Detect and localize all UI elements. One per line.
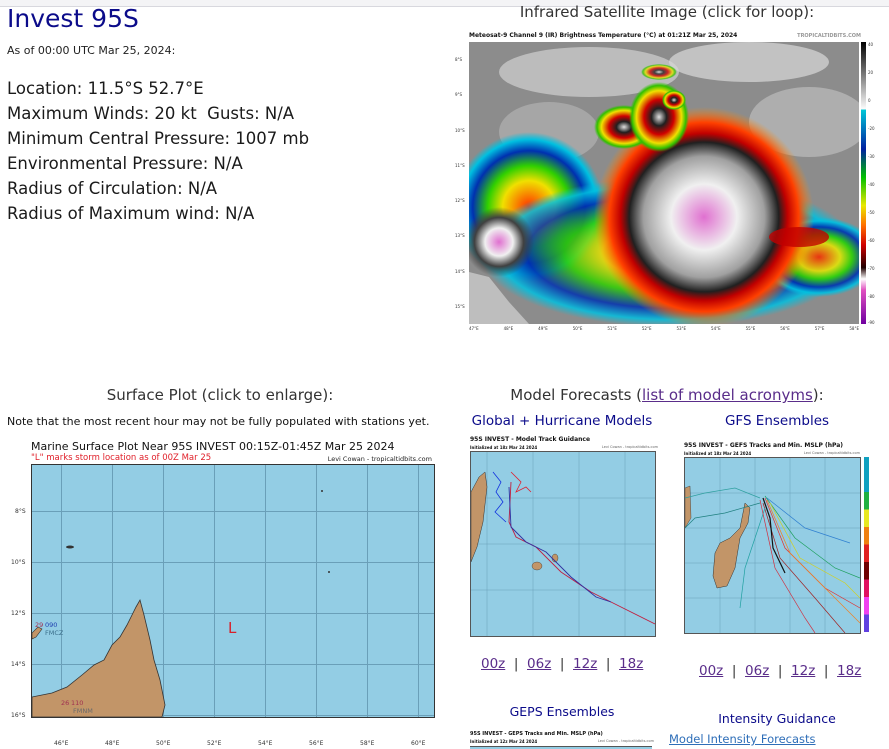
surface-heading: Surface Plot (click to enlarge): [106, 386, 334, 404]
radius-max-wind-text: Radius of Maximum wind: N/A [7, 204, 255, 223]
browser-top-edge [0, 0, 889, 7]
surface-note: Note that the most recent hour may not b… [7, 415, 430, 428]
location-text: Location: 11.5°S 52.7°E [7, 79, 204, 98]
gefs-18z-link[interactable]: 18z [837, 663, 862, 679]
model-intensity-forecasts-link[interactable]: Model Intensity Forecasts [669, 732, 816, 746]
as-of-timestamp: As of 00:00 UTC Mar 25, 2024: [7, 44, 176, 57]
max-winds-text: Maximum Winds: 20 kt Gusts: N/A [7, 104, 295, 123]
satellite-brand: TROPICALTIDBITS.COM [797, 33, 861, 39]
satellite-x-axis: 47°E 48°E 49°E 50°E 51°E 52°E 53°E 54°E 55°E 56°E… [469, 326, 859, 331]
model-forecasts-heading: Model Forecasts (list of model acronyms)… [510, 386, 824, 404]
geps-plot-link[interactable]: 95S INVEST - GEPS Tracks and Min. MSLP (… [470, 731, 656, 749]
intensity-guidance-heading: Intensity Guidance [718, 711, 836, 726]
satellite-colorbar-ticks: 40 20 0 -20 -30 -40 -50 -60 -70 -80 -90 [868, 42, 875, 325]
madagascar-landmass [32, 490, 330, 717]
satellite-caption: Meteosat-9 Channel 9 (IR) Brightness Tem… [469, 32, 738, 39]
station-fmcz-pressure: 090 [45, 621, 58, 629]
geps-ensembles-heading: GEPS Ensembles [509, 704, 615, 719]
gefs-cycle-links: 00z | 06z | 12z | 18z [699, 663, 862, 679]
gefs-00z-link[interactable]: 00z [699, 663, 724, 679]
global-06z-link[interactable]: 06z [527, 656, 552, 672]
global-model-map [470, 451, 656, 637]
gefs-12z-link[interactable]: 12z [791, 663, 816, 679]
satellite-colorbar [861, 42, 866, 324]
global-models-heading: Global + Hurricane Models [471, 413, 653, 429]
surface-map: L 29 090 FMCZ 26 110 FMNM [31, 464, 435, 718]
station-fmnm-pressure: 110 [71, 699, 84, 707]
gefs-colorbar [864, 457, 869, 632]
model-acronyms-link[interactable]: list of model acronyms [642, 386, 813, 404]
radius-circulation-text: Radius of Circulation: N/A [7, 179, 218, 198]
gfs-ensembles-heading: GFS Ensembles [724, 413, 830, 429]
satellite-heading: Infrared Satellite Image (click for loop… [519, 3, 815, 21]
surface-plot-subtitle: "L" marks storm location as of 00Z Mar 2… [31, 453, 212, 463]
global-18z-link[interactable]: 18z [619, 656, 644, 672]
global-12z-link[interactable]: 12z [573, 656, 598, 672]
storm-location-marker: L [228, 619, 237, 637]
station-fmnm-id: FMNM [73, 707, 93, 715]
page-title: Invest 95S [7, 4, 139, 33]
station-fmcz-id: FMCZ [45, 629, 64, 637]
global-model-plot-link[interactable]: 95S INVEST - Model Track Guidance Initia… [470, 436, 660, 642]
min-pressure-text: Minimum Central Pressure: 1007 mb [7, 129, 310, 148]
satellite-image [469, 42, 859, 324]
storm-info: Location: 11.5°S 52.7°E Maximum Winds: 2… [7, 76, 309, 226]
satellite-y-axis: 8°S 9°S 10°S 11°S 12°S 13°S 14°S 15°S [455, 57, 465, 309]
global-00z-link[interactable]: 00z [481, 656, 506, 672]
env-pressure-text: Environmental Pressure: N/A [7, 154, 243, 173]
station-fmnm-temp: 26 [61, 699, 70, 707]
satellite-image-link[interactable]: Meteosat-9 Channel 9 (IR) Brightness Tem… [455, 30, 879, 332]
gefs-06z-link[interactable]: 06z [745, 663, 770, 679]
gefs-map [684, 457, 861, 634]
station-fmcz-temp: 29 [35, 621, 44, 629]
surface-plot-link[interactable]: Marine Surface Plot Near 95S INVEST 00:1… [10, 438, 438, 748]
gefs-plot-link[interactable]: 95S INVEST - GEFS Tracks and Min. MSLP (… [684, 442, 884, 642]
global-cycle-links: 00z | 06z | 12z | 18z [481, 656, 644, 672]
surface-plot-title: Marine Surface Plot Near 95S INVEST 00:1… [31, 440, 395, 453]
surface-plot-credit: Levi Cowan - tropicaltidbits.com [327, 455, 432, 463]
